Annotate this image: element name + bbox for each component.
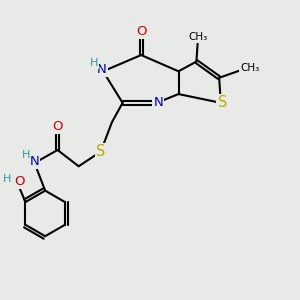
Text: S: S xyxy=(96,144,106,159)
Text: H: H xyxy=(22,150,31,160)
Text: O: O xyxy=(15,176,25,188)
Text: O: O xyxy=(52,120,63,133)
Text: CH₃: CH₃ xyxy=(188,32,208,42)
Text: N: N xyxy=(97,63,106,76)
Text: N: N xyxy=(30,155,39,168)
Text: CH₃: CH₃ xyxy=(240,63,260,73)
Text: H: H xyxy=(2,174,11,184)
Text: O: O xyxy=(136,25,146,38)
Text: S: S xyxy=(218,95,227,110)
Text: H: H xyxy=(89,58,98,68)
Text: N: N xyxy=(153,96,163,109)
